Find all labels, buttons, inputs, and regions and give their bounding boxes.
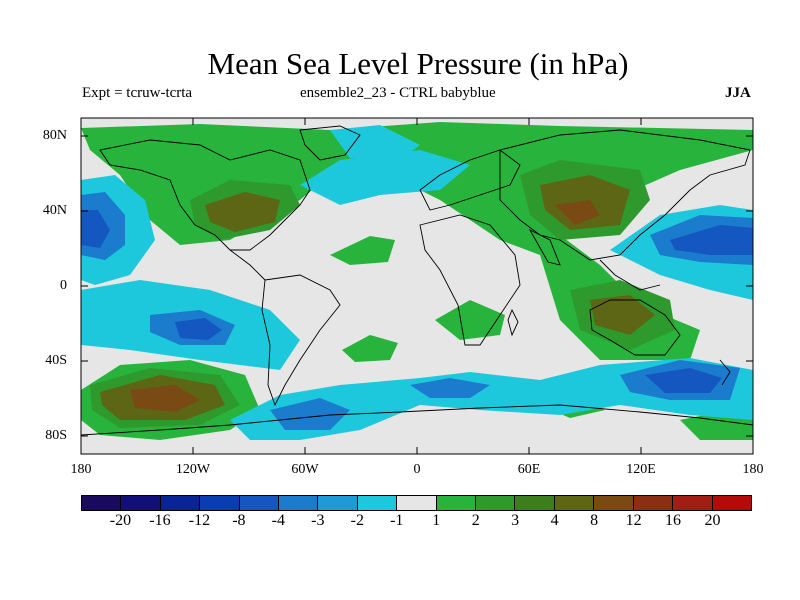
colorbar-swatch-0 [82,496,122,510]
colorbar-label-5: -3 [311,512,325,529]
colorbar-label-10: 3 [511,512,520,529]
coast-australia [589,299,681,356]
colorbar-label-6: -2 [350,512,364,529]
colorbar-label-13: 12 [625,512,642,529]
colorbar-swatch-4 [239,496,280,510]
coast-south-america [261,274,341,407]
expt-label: Expt = tcruw-tcrta [82,85,193,101]
green-region-africa [435,300,505,340]
lon-ticks [192,118,642,454]
lat-label-80n: 80N [42,128,67,143]
colorbar [81,495,752,511]
colorbar-swatch-8 [397,496,437,510]
lon-label-60w: 60W [291,462,319,477]
lat-ticks [81,135,753,437]
colorbar-label-9: 2 [471,512,480,529]
blue-southern-ocean-a [270,398,350,430]
season-label: JJA [725,85,751,101]
coast-new-zealand [719,359,731,386]
colorbar-swatch-15 [673,496,713,510]
coast-madagascar [507,308,519,337]
anomaly-field [81,118,753,454]
colorbar-label-14: 16 [665,512,682,529]
colorbar-label-7: -1 [390,512,404,529]
colorbar-swatch-12 [554,496,595,510]
colorbar-swatch-10 [476,496,516,510]
colorbar-swatch-5 [279,496,319,510]
cyan-north-atlantic [300,150,470,205]
colorbar-swatch-2 [160,496,201,510]
lat-label-0: 0 [60,278,67,293]
lat-label-40s: 40S [45,353,67,368]
colorbar-swatch-16 [712,496,751,510]
dblue-east-pacific [175,318,222,340]
colorbar-swatch-3 [200,496,240,510]
colorbar-swatch-14 [633,496,674,510]
dblue-west-pacific [670,225,753,255]
coast-india [528,228,561,266]
lon-label-120e: 120E [626,462,656,477]
ensemble-label: ensemble2_23 - CTRL babyblue [300,85,496,101]
colorbar-label-0: -20 [109,512,132,529]
colorbar-label-11: 4 [550,512,559,529]
dblue-pacific-north [81,210,110,248]
colorbar-label-3: -8 [232,512,246,529]
lon-label-0: 0 [413,462,421,477]
coast-antarctica [81,404,753,436]
lon-label-180e: 180 [742,462,764,477]
colorbar-swatch-1 [121,496,161,510]
colorbar-swatch-9 [436,496,477,510]
colorbar-label-8: 1 [432,512,441,529]
green-region-south-atlantic [342,335,398,362]
lon-label-180w: 180 [70,462,92,477]
coast-north-america [99,139,311,251]
brown-asia [555,200,600,225]
colorbar-swatch-11 [515,496,555,510]
lat-label-80s: 80S [45,428,67,443]
figure-title: Mean Sea Level Pressure (in hPa) [207,46,629,81]
coast-southeast-asia [599,259,661,291]
dblue-south-pacific [645,368,722,393]
blue-southern-ocean-b [410,378,490,398]
green-region-atlantic [330,236,395,265]
colorbar-swatch-13 [594,496,634,510]
coastlines [81,125,753,436]
colorbar-label-15: 20 [704,512,721,529]
lat-label-40n: 40N [42,203,67,218]
olive-australia [590,295,655,335]
colorbar-swatch-6 [318,496,358,510]
colorbar-swatch-7 [357,496,398,510]
coast-africa [419,214,521,346]
lon-label-60e: 60E [517,462,541,477]
coast-central-america [229,249,266,281]
coast-europe [419,149,521,211]
coast-asia [499,129,751,261]
colorbar-label-4: -4 [271,512,285,529]
olive-north-america [205,192,280,232]
colorbar-label-2: -12 [188,512,211,529]
lon-label-120w: 120W [175,462,211,477]
colorbar-label-1: -16 [149,512,171,529]
colorbar-label-12: 8 [590,512,599,529]
brown-south-pacific [130,385,200,412]
coast-greenland [299,125,361,161]
cyan-arctic [330,125,420,160]
